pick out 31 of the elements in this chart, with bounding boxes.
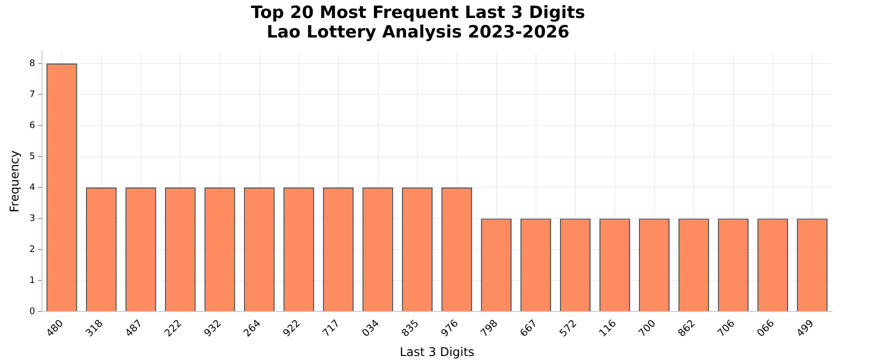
y-tick-label: 3	[29, 214, 36, 224]
x-tick-label: 700	[636, 318, 658, 340]
x-tick-label: 667	[518, 318, 540, 340]
y-tick-label: 0	[29, 306, 36, 317]
x-tick-label: 932	[202, 318, 224, 340]
x-tick-label: 717	[321, 318, 342, 340]
x-tick-label: 480	[44, 318, 66, 340]
x-tick-label: 487	[124, 318, 145, 340]
y-tick-label: 1	[29, 276, 36, 286]
x-tick-label: 499	[794, 318, 816, 340]
x-tick-label: 798	[478, 318, 500, 340]
y-tick-label: 7	[29, 90, 36, 100]
y-tick-label: 2	[29, 244, 36, 255]
x-tick-label: 066	[755, 318, 777, 340]
y-axis-title: Frequency	[7, 150, 22, 212]
x-tick-label: 835	[400, 318, 422, 340]
y-tick-label: 8	[29, 58, 36, 69]
y-tick-label: 6	[29, 120, 36, 131]
chart-title: Top 20 Most Frequent Last 3 Digits Lao Lottery Analysis 2023-2026	[250, 3, 586, 43]
y-tick-label: 4	[29, 182, 36, 193]
x-tick-label: 318	[84, 318, 106, 340]
x-axis-title: Last 3 Digits	[400, 344, 474, 359]
x-tick-label: 222	[163, 318, 184, 340]
x-tick-label: 034	[360, 318, 382, 340]
x-tick-label: 116	[597, 318, 619, 340]
x-tick-label: 572	[558, 318, 580, 340]
x-tick-label: 922	[282, 318, 303, 340]
x-tick-label: 706	[716, 318, 738, 340]
x-tick-label: 976	[439, 318, 461, 340]
y-tick-label: 5	[29, 152, 36, 162]
x-tick-label: 862	[676, 318, 698, 340]
